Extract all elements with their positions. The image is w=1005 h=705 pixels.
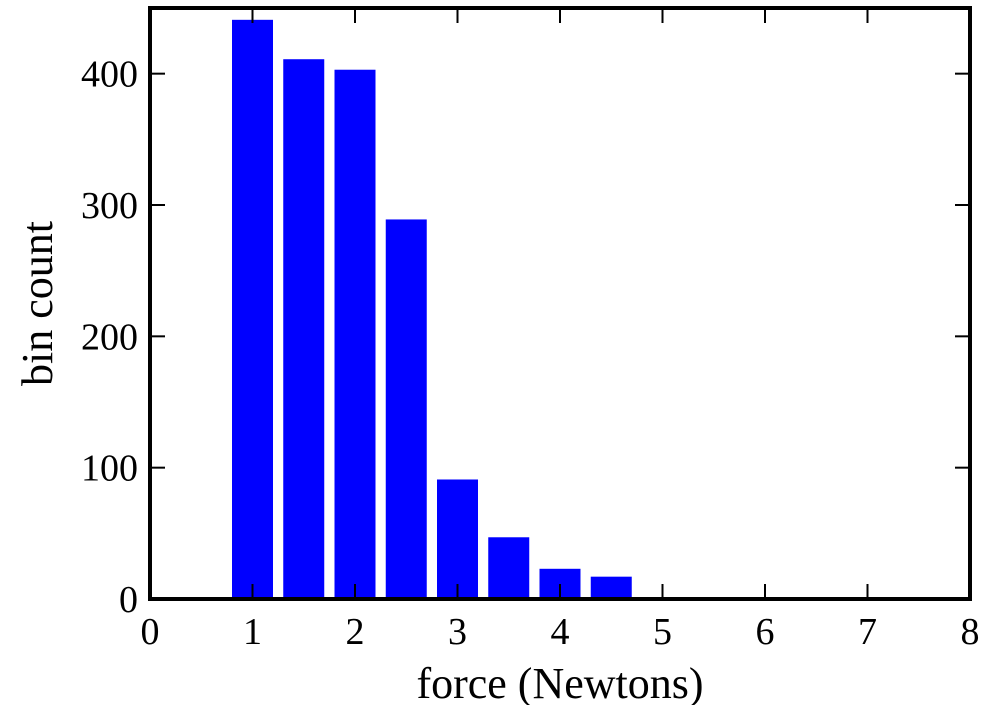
x-tick-label-3: 3 (448, 611, 467, 653)
x-tick-label-4: 4 (551, 611, 570, 653)
y-tick-label-3: 300 (81, 185, 138, 227)
x-axis-label: force (Newtons) (416, 659, 703, 705)
bar-1 (283, 59, 325, 600)
y-tick-labels: 0 100 200 300 400 (81, 54, 138, 621)
bar-4 (437, 479, 478, 599)
x-tick-label-6: 6 (756, 611, 775, 653)
x-tick-label-5: 5 (653, 611, 672, 653)
bar-2 (334, 69, 376, 599)
plot-frame (148, 6, 972, 601)
x-tick-label-7: 7 (858, 611, 877, 653)
x-tick-label-0: 0 (141, 611, 160, 653)
bar-7 (590, 576, 632, 599)
x-tick-label-2: 2 (346, 611, 365, 653)
bar-5 (488, 537, 530, 599)
bar-0 (232, 19, 273, 599)
y-tick-label-0: 0 (119, 579, 138, 621)
bar-3 (385, 219, 427, 600)
bars-group (232, 19, 683, 600)
y-tick-label-2: 200 (81, 316, 138, 358)
x-tick-label-8: 8 (961, 611, 980, 653)
y-axis-label: bin count (13, 221, 62, 386)
y-tick-label-4: 400 (81, 54, 138, 96)
x-tick-label-1: 1 (243, 611, 262, 653)
x-tick-labels: 0 1 2 3 4 5 6 7 8 (141, 611, 980, 653)
y-tick-label-1: 100 (81, 448, 138, 490)
